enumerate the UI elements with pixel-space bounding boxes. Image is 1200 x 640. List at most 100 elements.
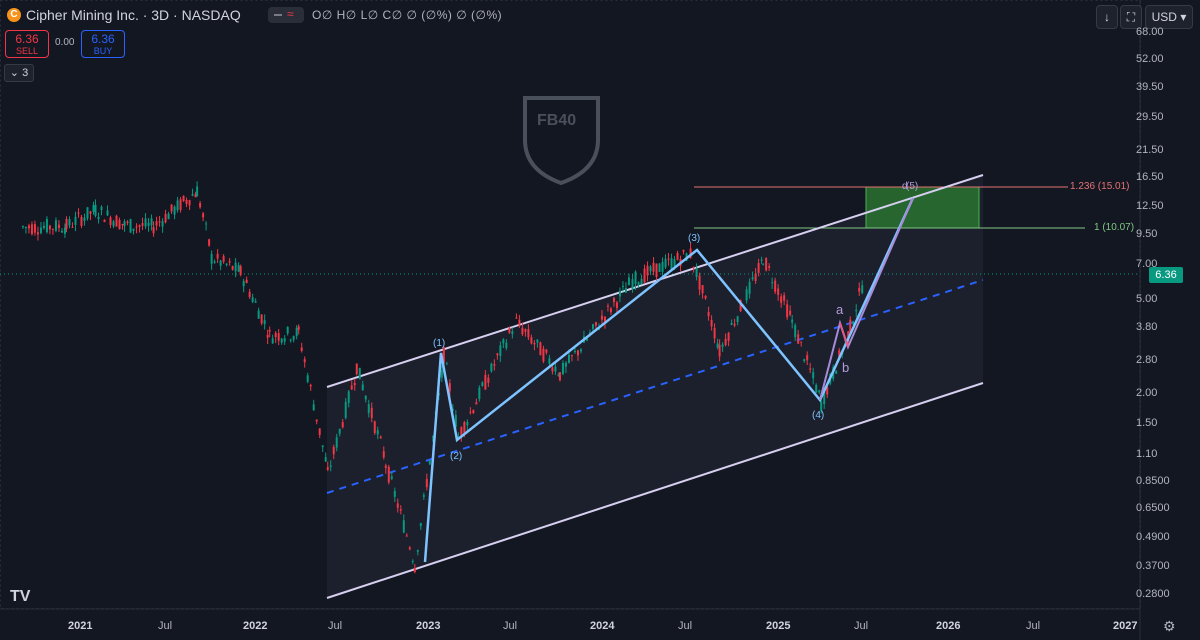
candle-body — [640, 278, 643, 285]
time-tick-label: 2024 — [590, 620, 615, 632]
candle-body — [185, 199, 188, 204]
fib-1-label: 1 (10.07) — [1092, 222, 1137, 233]
candle-body — [800, 341, 803, 343]
candle-body — [109, 217, 112, 225]
candle-body — [710, 319, 713, 327]
time-tick-label: 2026 — [936, 620, 961, 632]
wave-icon: ≈ — [287, 7, 294, 21]
candle-body — [399, 509, 402, 511]
candle-body — [739, 300, 742, 312]
wave-4-label: (4) — [812, 410, 825, 421]
gear-icon[interactable]: ⚙ — [1163, 618, 1176, 634]
candle-body — [161, 221, 164, 227]
candle-body — [77, 212, 80, 214]
symbol-title[interactable]: Cipher Mining Inc. · 3D · NASDAQ — [26, 7, 241, 23]
wave-d-label: d — [902, 181, 908, 192]
sell-button[interactable]: 6.36 SELL — [5, 30, 49, 58]
time-tick-label: Jul — [158, 620, 173, 632]
candle-body — [634, 271, 637, 285]
buy-price: 6.36 — [91, 32, 115, 46]
candle-body — [364, 395, 367, 400]
price-tick-label: 0.4900 — [1136, 531, 1170, 543]
candle-body — [557, 374, 560, 376]
candle-body — [326, 467, 329, 470]
candle-body — [245, 279, 248, 284]
candle-body — [121, 223, 124, 225]
candle-body — [254, 301, 257, 303]
candle-body — [138, 225, 141, 227]
candle-body — [757, 262, 760, 273]
candle-body — [367, 404, 370, 414]
buy-label: BUY — [93, 46, 113, 56]
elliott-wave-path — [423, 197, 915, 563]
candle-body — [460, 427, 463, 437]
candle-body — [713, 328, 716, 339]
candle-body — [384, 465, 387, 468]
candle-body — [478, 387, 481, 400]
fullscreen-icon[interactable]: ⛶ — [1120, 5, 1142, 29]
candle-body — [768, 266, 771, 268]
price-tick-label: 0.3700 — [1136, 560, 1170, 572]
candle-body — [112, 221, 115, 227]
candle-body — [542, 348, 545, 362]
candle-body — [170, 204, 173, 212]
candle-body — [733, 323, 736, 326]
candle-body — [39, 227, 42, 234]
candle-body — [260, 314, 263, 324]
candle-body — [440, 369, 443, 378]
candle-body — [689, 248, 692, 258]
candle-body — [24, 226, 27, 228]
candle-body — [591, 324, 594, 329]
candle-body — [48, 225, 51, 230]
price-tick-label: 12.50 — [1136, 200, 1164, 212]
candle-body — [469, 411, 472, 413]
indicators-toggle[interactable]: ⌄ 3 — [4, 64, 34, 82]
candle-body — [561, 362, 564, 375]
candle-body — [422, 495, 425, 497]
wave-a-label: a — [836, 302, 844, 317]
candle-body — [266, 334, 269, 338]
candle-body — [463, 422, 466, 434]
candle-body — [751, 277, 754, 280]
candle-body — [396, 503, 399, 508]
candle-body — [533, 342, 536, 345]
candle-body — [71, 226, 74, 228]
arrow-down-icon[interactable]: ↓ — [1096, 5, 1118, 29]
candle-body — [445, 363, 448, 365]
candle-body — [300, 347, 303, 352]
candle-body — [324, 457, 327, 462]
candle-body — [567, 354, 570, 363]
candle-body — [147, 222, 150, 226]
currency-select[interactable]: USD ▾ — [1145, 5, 1193, 29]
candle-body — [315, 419, 318, 422]
candle-body — [475, 402, 478, 405]
candle-body — [518, 319, 521, 326]
candle-body — [27, 225, 30, 229]
candle-body — [615, 302, 618, 309]
price-tick-label: 1.10 — [1136, 448, 1158, 460]
candle-body — [861, 285, 864, 294]
candle-body — [649, 266, 652, 272]
last-price-tag: 6.36 — [1149, 267, 1183, 283]
pane-border — [0, 0, 1141, 609]
buy-button[interactable]: 6.36 BUY — [81, 30, 125, 58]
candle-body — [271, 338, 274, 344]
candle-body — [268, 330, 271, 332]
chart-mode-toggle[interactable]: ≈ — [268, 7, 304, 23]
candle-body — [551, 367, 554, 372]
time-tick-label: 2025 — [766, 620, 791, 632]
candle-body — [216, 253, 219, 259]
candle-body — [239, 266, 242, 275]
candle-body — [431, 436, 434, 438]
candle-body — [826, 386, 829, 395]
tradingview-logo[interactable]: TV — [10, 588, 31, 605]
candle-body — [63, 227, 66, 234]
watermark-logo — [523, 96, 600, 186]
candle-body — [150, 218, 153, 226]
candle-body — [823, 390, 826, 405]
candle-body — [818, 390, 821, 393]
candle-body — [806, 355, 809, 361]
price-tick-label: 68.00 — [1136, 26, 1164, 38]
candle-body — [413, 568, 416, 573]
